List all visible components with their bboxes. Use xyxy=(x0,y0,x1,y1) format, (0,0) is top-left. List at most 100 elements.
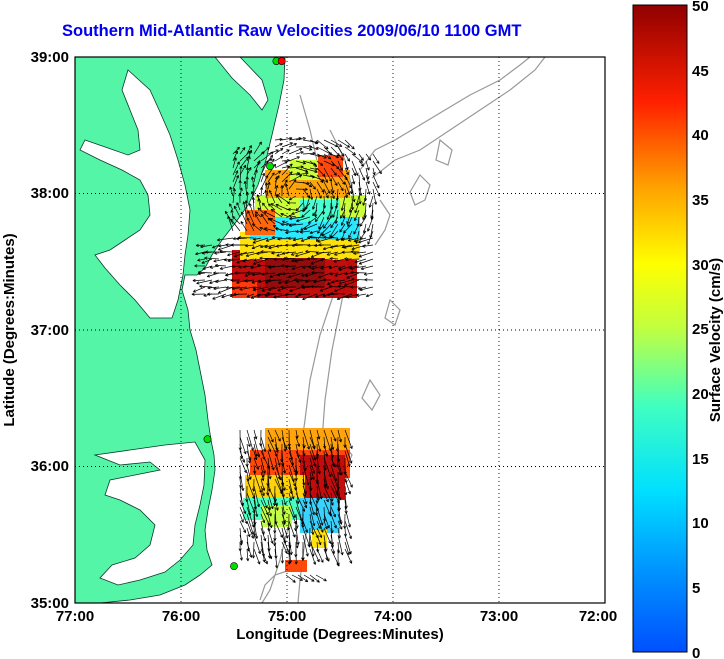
velocity-arrow xyxy=(306,257,318,261)
velocity-arrow xyxy=(232,175,239,190)
velocity-arrow xyxy=(251,279,262,284)
velocity-arrow xyxy=(253,548,261,565)
velocity-arrow xyxy=(359,286,374,292)
velocity-arrow xyxy=(219,249,234,254)
velocity-arrow xyxy=(244,279,255,283)
velocity-arrow xyxy=(232,215,241,225)
velocity-arrow xyxy=(231,286,248,291)
velocity-arrow xyxy=(309,160,318,167)
velocity-arrow xyxy=(253,169,258,183)
velocity-arrow xyxy=(264,293,276,297)
velocity-arrow xyxy=(288,223,304,227)
velocity-arrow xyxy=(236,279,248,284)
velocity-arrow xyxy=(281,264,290,268)
velocity-arrow xyxy=(256,293,269,298)
velocity-arrow xyxy=(239,251,255,256)
x-tick-label: 75:00 xyxy=(268,608,306,625)
velocity-arrow xyxy=(344,139,355,150)
velocity-arrow xyxy=(260,213,269,225)
velocity-arrow xyxy=(305,249,318,254)
velocity-arrow xyxy=(232,170,239,183)
velocity-arrow xyxy=(309,471,313,481)
colorbar-tick: 50 xyxy=(692,0,709,15)
velocity-arrow xyxy=(302,520,309,533)
velocity-arrow xyxy=(281,513,286,524)
velocity-arrow xyxy=(242,265,255,269)
velocity-arrow xyxy=(239,436,247,455)
velocity-arrow xyxy=(252,223,262,232)
velocity-arrow xyxy=(202,265,213,270)
velocity-arrow xyxy=(339,209,346,219)
velocity-arrow xyxy=(212,293,227,300)
velocity-arrow xyxy=(307,527,312,548)
colorbar-tick: 10 xyxy=(692,515,709,532)
velocity-arrow xyxy=(337,429,342,443)
colorbar-tick: 25 xyxy=(692,321,709,338)
velocity-arrow xyxy=(316,534,322,546)
velocity-arrow xyxy=(273,257,283,261)
velocity-arrow xyxy=(329,256,339,261)
velocity-arrow xyxy=(246,450,252,461)
velocity-arrow xyxy=(260,147,270,155)
velocity-arrow xyxy=(365,293,374,298)
velocity-arrow xyxy=(253,485,261,508)
station-marker xyxy=(266,162,274,171)
velocity-arrow xyxy=(344,520,352,540)
velocity-arrow xyxy=(302,429,310,450)
x-tick-label: 74:00 xyxy=(374,608,412,625)
velocity-arrow xyxy=(358,153,364,161)
velocity-arrow xyxy=(240,211,248,225)
velocity-arrow xyxy=(281,251,297,255)
velocity-arrow xyxy=(259,226,269,232)
velocity-arrow xyxy=(295,137,307,141)
velocity-arrow xyxy=(257,279,269,284)
velocity-arrow xyxy=(295,216,311,223)
velocity-arrow xyxy=(287,236,297,240)
velocity-arrow xyxy=(353,237,367,243)
velocity-arrow xyxy=(302,146,313,151)
y-tick-label: 38:00 xyxy=(31,185,69,202)
velocity-arrow xyxy=(367,230,374,245)
velocity-arrow xyxy=(239,164,247,176)
velocity-arrow xyxy=(344,167,349,176)
velocity-arrow xyxy=(367,216,374,232)
velocity-arrow xyxy=(233,292,248,296)
velocity-arrow xyxy=(277,237,290,241)
velocity-arrow xyxy=(288,179,297,190)
velocity-arrow xyxy=(320,258,332,262)
velocity-arrow xyxy=(267,172,275,183)
velocity-arrow xyxy=(323,492,329,503)
velocity-arrow xyxy=(354,202,360,214)
velocity-arrow xyxy=(319,286,332,292)
x-tick-label: 77:00 xyxy=(56,608,94,625)
velocity-arrow xyxy=(326,209,332,220)
velocity-arrow xyxy=(260,485,265,497)
velocity-arrow xyxy=(260,527,267,542)
velocity-arrow xyxy=(281,158,290,163)
velocity-arrow xyxy=(295,436,301,447)
plot-frame xyxy=(74,56,606,604)
velocity-arrow xyxy=(252,286,269,292)
colorbar-label: Surface Velocity (cm/s) xyxy=(707,258,724,422)
velocity-arrow xyxy=(356,293,367,297)
velocity-arrow xyxy=(291,258,304,263)
velocity-arrow xyxy=(294,243,311,247)
velocity-arrow xyxy=(348,230,353,239)
velocity-arrow xyxy=(229,186,234,197)
velocity-arrow xyxy=(197,258,206,262)
velocity-arrow xyxy=(253,471,262,493)
velocity-arrow xyxy=(292,237,304,242)
velocity-arrow xyxy=(346,272,360,279)
velocity-arrow xyxy=(309,230,318,235)
velocity-arrow xyxy=(353,251,367,255)
velocity-arrow xyxy=(287,272,304,279)
velocity-arrow xyxy=(288,147,303,155)
velocity-arrow xyxy=(328,265,339,270)
velocity-arrow xyxy=(340,237,353,242)
velocity-arrow xyxy=(350,270,367,275)
velocity-arrow xyxy=(351,160,359,176)
velocity-arrow xyxy=(323,216,332,229)
velocity-arrow xyxy=(267,457,272,480)
y-tick-label: 39:00 xyxy=(31,49,69,66)
velocity-arrow xyxy=(274,499,279,511)
